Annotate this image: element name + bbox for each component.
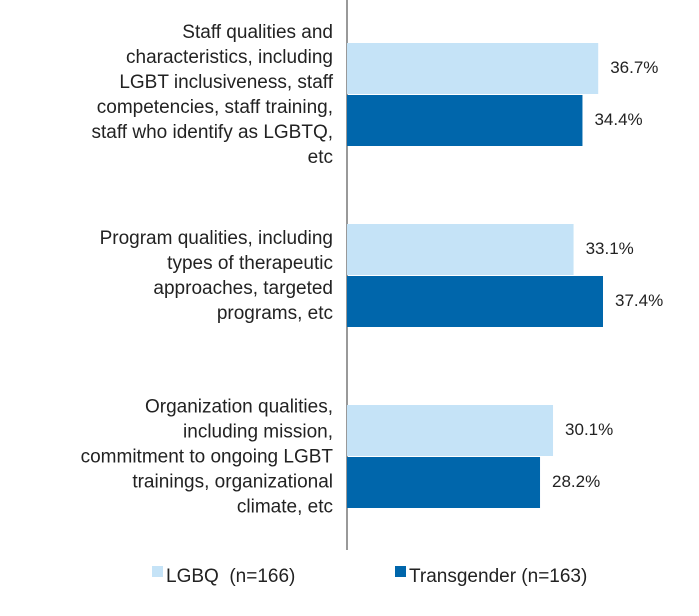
bar bbox=[347, 43, 599, 94]
legend-label: Transgender (n=163) bbox=[409, 566, 587, 587]
bar bbox=[347, 95, 583, 146]
value-label: 37.4% bbox=[615, 291, 663, 310]
bar bbox=[347, 457, 541, 508]
bar bbox=[347, 276, 603, 327]
value-label: 30.1% bbox=[565, 420, 613, 439]
value-label: 36.7% bbox=[610, 58, 658, 77]
value-label: 33.1% bbox=[586, 239, 634, 258]
legend-swatch bbox=[152, 566, 163, 577]
bar bbox=[347, 405, 554, 456]
bar bbox=[347, 224, 574, 275]
value-label: 34.4% bbox=[594, 110, 642, 129]
category-label: Staff qualities and characteristics, inc… bbox=[91, 22, 333, 168]
value-label: 28.2% bbox=[552, 472, 600, 491]
category-label: Organization qualities, including missio… bbox=[80, 396, 333, 518]
category-label: Program qualities, including types of th… bbox=[99, 228, 333, 324]
legend-label: LGBQ (n=166) bbox=[166, 566, 295, 587]
legend-swatch bbox=[395, 566, 406, 577]
